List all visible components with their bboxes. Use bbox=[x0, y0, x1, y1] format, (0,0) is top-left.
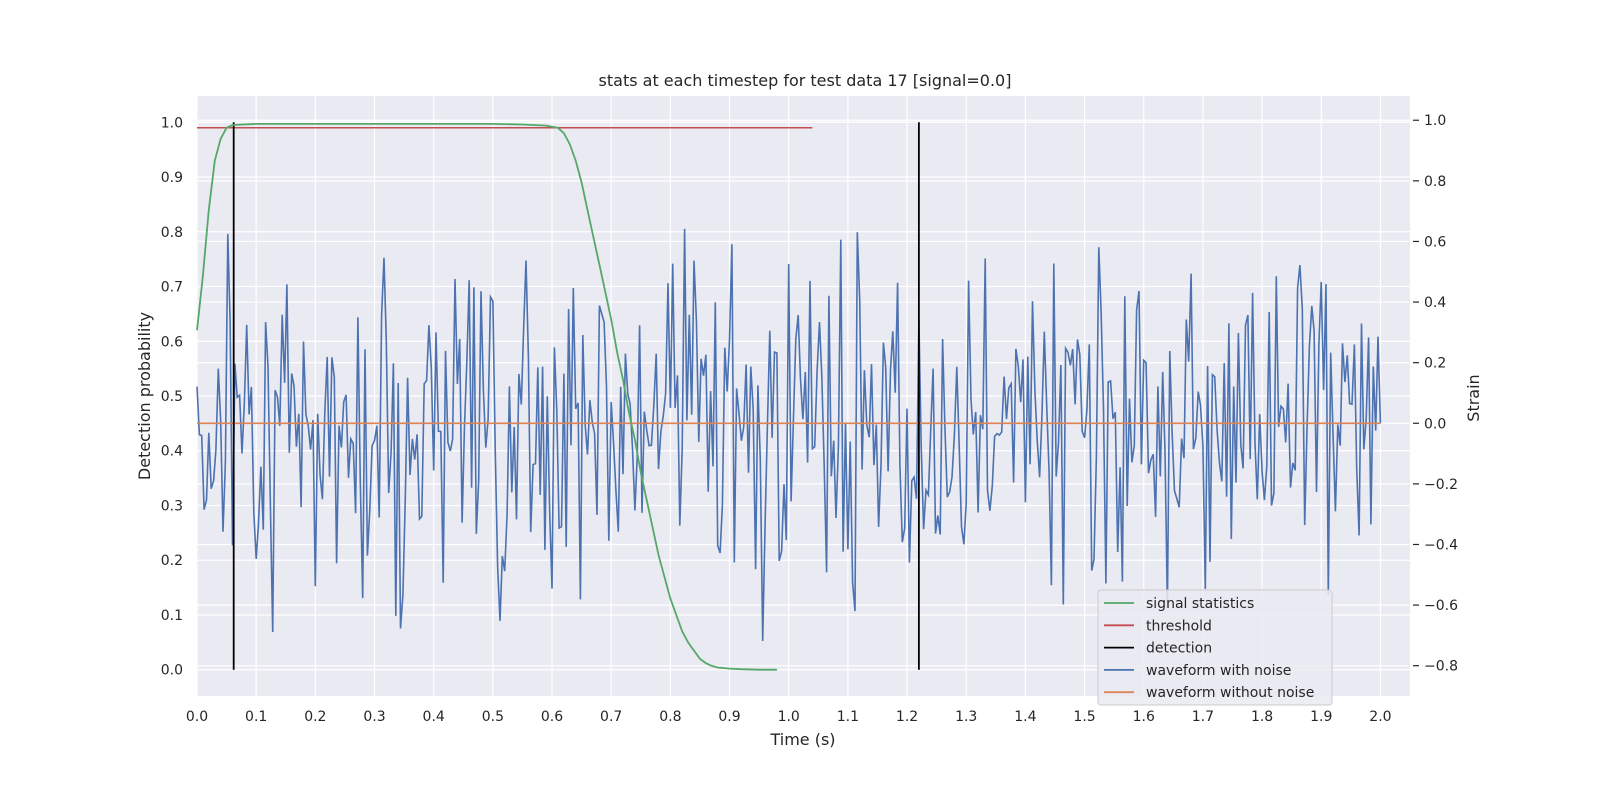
y-right-tick-label: −0.6 bbox=[1424, 598, 1458, 614]
legend-label: threshold bbox=[1146, 618, 1212, 634]
y-right-tick-label: 0.8 bbox=[1424, 174, 1446, 190]
x-tick-label: 1.7 bbox=[1192, 709, 1214, 725]
x-tick-label: 1.1 bbox=[837, 709, 859, 725]
y-left-tick-label: 0.0 bbox=[161, 663, 183, 679]
x-tick-label: 1.4 bbox=[1014, 709, 1036, 725]
y-right-tick-label: −0.8 bbox=[1424, 659, 1458, 675]
x-axis-ticks: 0.0 0.1 0.2 0.3 0.4 0.5 0.6 0.7 0.8 0.9 1.0 1.1 1.2 1… bbox=[186, 709, 1392, 725]
legend: signal statistics threshold detection wavef… bbox=[1097, 589, 1333, 706]
y-right-tick-label: 0.2 bbox=[1424, 356, 1446, 372]
x-tick-label: 1.5 bbox=[1073, 709, 1095, 725]
legend-box bbox=[1097, 589, 1333, 706]
y-axis-left-ticks: 0.0 0.1 0.2 0.3 0.4 0.5 0.6 0.7 0.8 0.9 1.0 bbox=[161, 115, 183, 678]
series-layer bbox=[196, 122, 1382, 671]
y-right-tick-label: 0.6 bbox=[1424, 234, 1446, 250]
legend-label: signal statistics bbox=[1146, 596, 1254, 612]
x-tick-label: 0.7 bbox=[600, 709, 622, 725]
x-tick-label: 0.5 bbox=[482, 709, 504, 725]
x-tick-label: 1.9 bbox=[1310, 709, 1332, 725]
x-tick-label: 0.4 bbox=[423, 709, 445, 725]
x-tick-label: 1.0 bbox=[778, 709, 800, 725]
series-waveform-with-noise bbox=[196, 228, 1382, 642]
y-axis-left-label: Detection probability bbox=[135, 312, 154, 480]
x-tick-label: 2.0 bbox=[1369, 709, 1391, 725]
chart-title: stats at each timestep for test data 17 … bbox=[599, 71, 1012, 90]
y-left-tick-label: 0.4 bbox=[161, 444, 183, 460]
y-left-tick-label: 0.9 bbox=[161, 170, 183, 186]
x-tick-label: 1.6 bbox=[1133, 709, 1155, 725]
y-right-tick-label: −0.2 bbox=[1424, 477, 1458, 493]
x-tick-label: 0.1 bbox=[245, 709, 267, 725]
x-axis-label: Time (s) bbox=[769, 730, 835, 749]
x-tick-label: 0.3 bbox=[363, 709, 385, 725]
x-tick-label: 1.2 bbox=[896, 709, 918, 725]
y-axis-right-ticks: −0.8 −0.6 −0.4 −0.2 0.0 0.2 0.4 0.6 0.8 1.0 bbox=[1413, 113, 1458, 675]
legend-label: waveform with noise bbox=[1146, 663, 1291, 679]
y-right-tick-label: −0.4 bbox=[1424, 537, 1458, 553]
y-left-tick-label: 0.7 bbox=[161, 280, 183, 296]
y-left-tick-label: 1.0 bbox=[161, 115, 183, 131]
y-right-tick-label: 0.0 bbox=[1424, 416, 1446, 432]
x-tick-label: 1.3 bbox=[955, 709, 977, 725]
x-tick-label: 0.9 bbox=[718, 709, 740, 725]
legend-label: detection bbox=[1146, 641, 1212, 657]
series-signal-statistics bbox=[196, 123, 777, 671]
y-left-tick-label: 0.5 bbox=[161, 389, 183, 405]
y-left-tick-label: 0.2 bbox=[161, 553, 183, 569]
x-tick-label: 0.8 bbox=[659, 709, 681, 725]
x-tick-label: 0.6 bbox=[541, 709, 563, 725]
legend-label: waveform without noise bbox=[1146, 685, 1314, 701]
y-left-tick-label: 0.3 bbox=[161, 498, 183, 514]
y-right-tick-label: 0.4 bbox=[1424, 295, 1446, 311]
y-right-tick-label: 1.0 bbox=[1424, 113, 1446, 129]
x-tick-label: 1.8 bbox=[1251, 709, 1273, 725]
x-tick-label: 0.2 bbox=[304, 709, 326, 725]
y-left-tick-label: 0.8 bbox=[161, 225, 183, 241]
y-left-tick-label: 0.1 bbox=[161, 608, 183, 624]
y-axis-right-label: Strain bbox=[1464, 374, 1483, 421]
x-tick-label: 0.0 bbox=[186, 709, 208, 725]
y-left-tick-label: 0.6 bbox=[161, 334, 183, 350]
